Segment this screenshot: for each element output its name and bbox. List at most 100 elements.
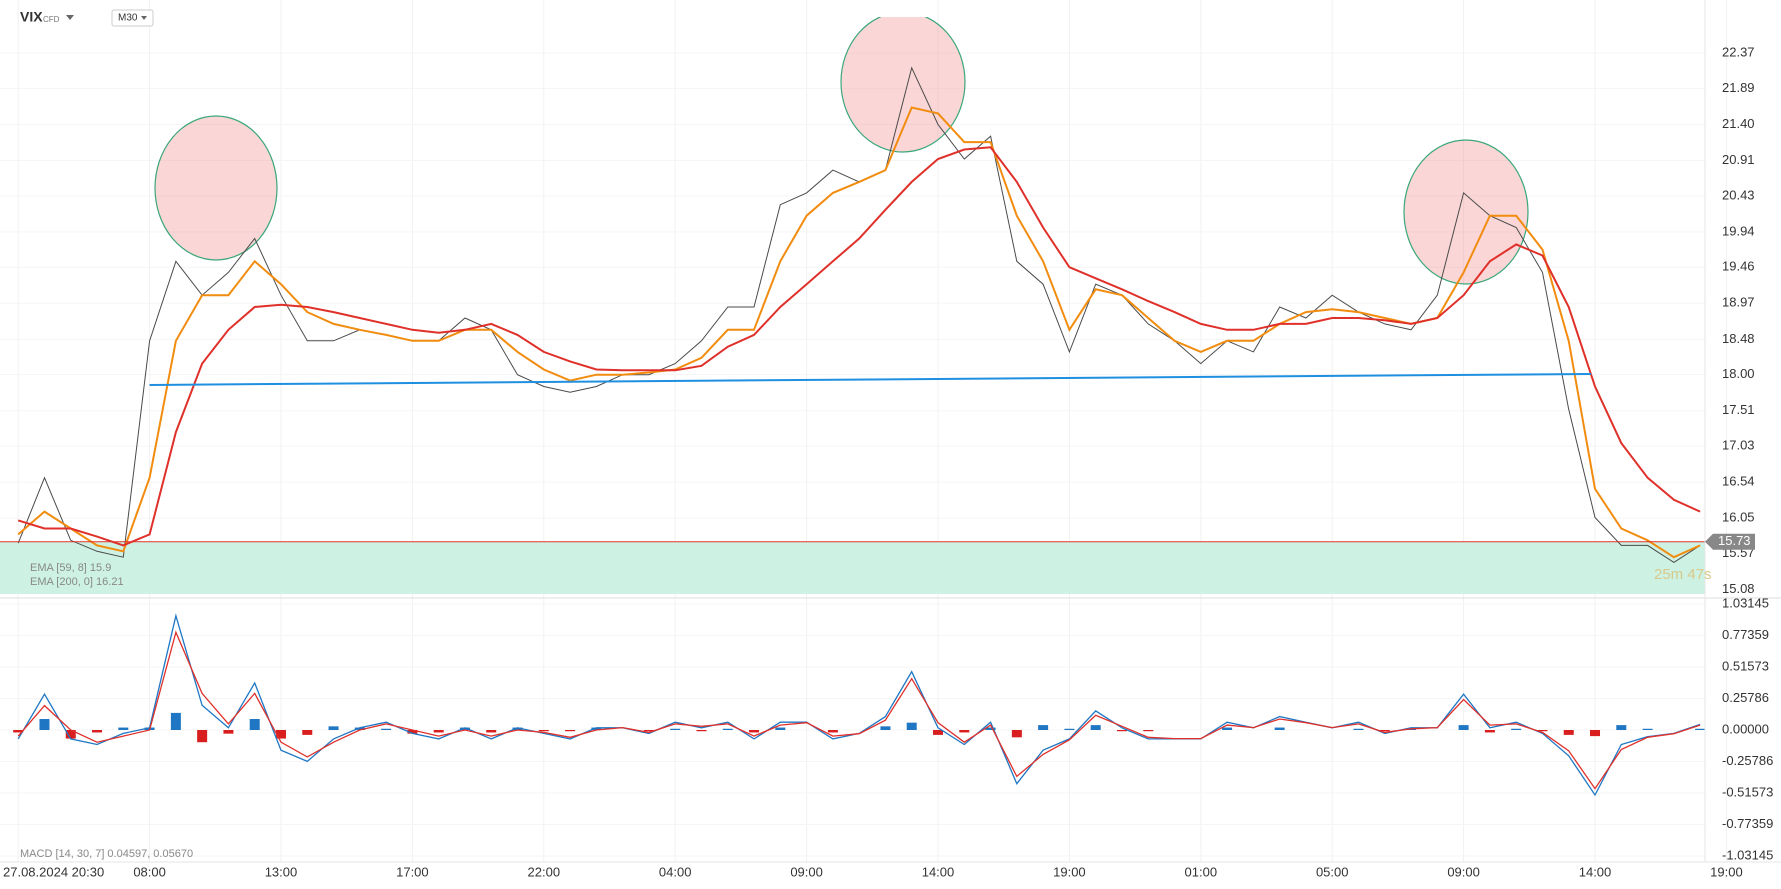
y-tick-label: 20.43 — [1722, 187, 1755, 202]
histogram-bar — [407, 730, 418, 734]
x-tick-label: 05:00 — [1316, 864, 1349, 879]
y-tick-label: 0.25786 — [1722, 690, 1769, 705]
y-tick-label: 19.94 — [1722, 223, 1755, 238]
y-tick-label: 18.97 — [1722, 295, 1755, 310]
histogram-bar — [749, 730, 760, 733]
y-tick-label: 16.54 — [1722, 474, 1755, 489]
price-line — [17, 146, 1701, 547]
symbol: VIX — [20, 9, 43, 25]
histogram-bar — [591, 727, 602, 730]
histogram-bar — [302, 730, 313, 735]
histogram-bar — [92, 730, 103, 733]
x-tick-label: 19:00 — [1053, 864, 1086, 879]
histogram-bar — [13, 730, 24, 733]
histogram-bar — [170, 712, 181, 730]
x-tick-label: 27.08.2024 20:30 — [3, 864, 104, 879]
last-price-label: 15.73 — [1718, 533, 1751, 548]
y-tick-label: 16.05 — [1722, 510, 1755, 525]
zone-layer — [0, 541, 1705, 594]
y-tick-label: 17.03 — [1722, 438, 1755, 453]
y-tick-label: -0.77359 — [1722, 816, 1773, 831]
histogram-bar — [1116, 730, 1127, 732]
histogram-bar — [1511, 728, 1522, 730]
histogram-bar — [1458, 725, 1469, 730]
symbol-dropdown[interactable] — [66, 15, 74, 20]
y-tick-label: 0.51573 — [1722, 658, 1769, 673]
marks — [0, 66, 1706, 797]
histogram-bar — [1064, 728, 1075, 730]
histogram-bar — [565, 730, 576, 732]
histogram-bar — [1484, 730, 1495, 733]
grid — [17, 0, 1727, 862]
histogram-bar — [959, 730, 970, 733]
price-line — [17, 66, 1701, 563]
symbol-type: CFD — [43, 15, 60, 24]
x-tick-label: 13:00 — [265, 864, 298, 879]
x-tick-label: 09:00 — [1447, 864, 1480, 879]
annotation-circles — [154, 17, 1529, 285]
support-zone — [0, 541, 1705, 594]
y-tick-label: 15.08 — [1722, 581, 1755, 596]
histogram-bar — [65, 730, 76, 739]
histogram-bar — [722, 728, 733, 730]
histogram-bar — [1353, 728, 1364, 730]
histogram-bar — [1695, 728, 1706, 730]
histogram-bar — [275, 730, 286, 739]
x-tick-label: 08:00 — [133, 864, 166, 879]
timeframe-button[interactable] — [111, 9, 154, 27]
y-tick-label: 18.48 — [1722, 331, 1755, 346]
y-tick-label: 21.40 — [1722, 116, 1755, 131]
x-tick-label: 14:00 — [922, 864, 955, 879]
x-tick-label: 14:00 — [1579, 864, 1612, 879]
histogram-bar — [880, 726, 891, 730]
histogram-bar — [1537, 730, 1548, 732]
y-tick-label: -1.03145 — [1722, 847, 1773, 862]
histogram-bar — [1616, 725, 1627, 730]
y-tick-label: 19.46 — [1722, 259, 1755, 274]
x-tick-label: 17:00 — [396, 864, 429, 879]
histogram-bar — [933, 730, 944, 735]
histogram-bar — [118, 727, 129, 730]
histogram-bar — [827, 730, 838, 733]
histogram-bar — [985, 727, 996, 730]
histogram-bar — [1379, 730, 1390, 732]
y-tick-label: 1.03145 — [1722, 595, 1769, 610]
macd-line — [17, 630, 1701, 790]
timeframe[interactable]: M30 — [118, 13, 138, 24]
highlight-circle — [1403, 139, 1529, 285]
trendline — [149, 372, 1592, 386]
y-tick-label: 0.00000 — [1722, 721, 1769, 736]
histogram-bar — [249, 719, 260, 730]
histogram-bar — [512, 727, 523, 730]
y-tick-label: 0.77359 — [1722, 627, 1769, 642]
legend-entry: EMA [200, 0] 16.21 — [30, 576, 124, 588]
histogram-bar — [328, 726, 339, 730]
y-tick-label: 17.51 — [1722, 402, 1755, 417]
histogram-bar — [486, 730, 497, 733]
histogram-bar — [223, 730, 234, 734]
histogram-bar — [1590, 730, 1601, 737]
histogram-bar — [1090, 725, 1101, 730]
timeframe-dropdown[interactable] — [141, 16, 147, 20]
legend-entry: EMA [59, 8] 15.9 — [30, 562, 111, 574]
histogram-bar — [696, 730, 707, 732]
histogram-bar — [1222, 727, 1233, 730]
histogram-bar — [354, 727, 365, 730]
y-tick-label: -0.51573 — [1722, 784, 1773, 799]
histogram-bar — [197, 730, 208, 743]
histogram-bar — [670, 728, 681, 730]
y-tick-label: 18.00 — [1722, 366, 1755, 381]
y-tick-label: -0.25786 — [1722, 753, 1773, 768]
histogram-bar — [538, 730, 549, 732]
x-tick-label: 19:00 — [1710, 864, 1743, 879]
histogram-bar — [643, 730, 654, 732]
histogram-bar — [1038, 725, 1049, 730]
histogram-bar — [39, 719, 50, 730]
countdown: 25m 47s — [1654, 566, 1712, 583]
histogram-bar — [1274, 727, 1285, 730]
histogram-bar — [1011, 730, 1022, 738]
x-tick-label: 22:00 — [528, 864, 561, 879]
x-tick-label: 04:00 — [659, 864, 692, 879]
